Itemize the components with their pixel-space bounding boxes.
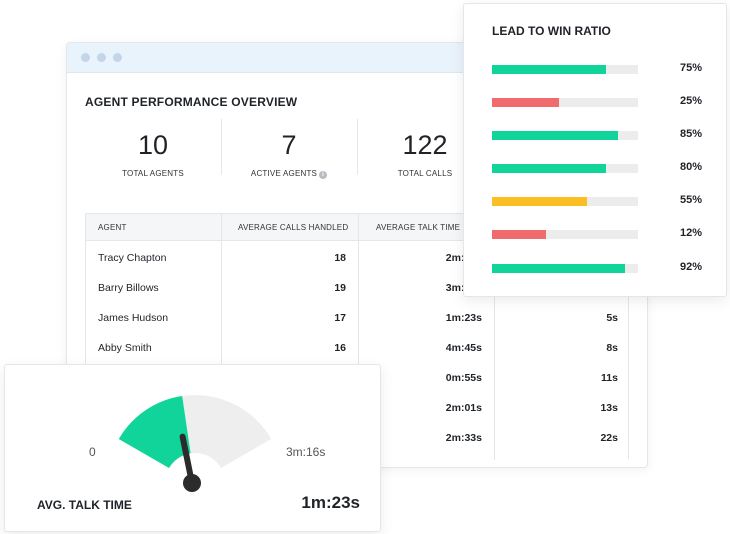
lead-bar-track xyxy=(492,230,638,239)
cell-agent: Barry Billows xyxy=(98,282,159,294)
table-row[interactable]: 2m:33s 22s xyxy=(86,423,630,453)
cell-calls: 18 xyxy=(334,252,346,264)
lead-bar-fill xyxy=(492,164,606,173)
stat-value: 122 xyxy=(402,130,448,160)
column-divider xyxy=(358,214,359,460)
lead-bar-percent: 75% xyxy=(679,62,702,74)
table-row[interactable]: James Hudson 17 1m:23s 5s xyxy=(86,303,630,333)
gauge-min-label: 0 xyxy=(89,445,96,459)
lead-bar-fill xyxy=(492,197,587,206)
stat-total-calls: 122 TOTAL CALLS xyxy=(357,119,493,181)
lead-to-win-card: LEAD TO WIN RATIO 75% 25% 85% 80% 55% 12% 92% xyxy=(463,3,727,297)
lead-bar-percent: 25% xyxy=(679,95,702,107)
lead-bar-row: 92% xyxy=(492,260,702,274)
cell-talk-time: 2m:01s xyxy=(445,402,482,414)
info-icon[interactable]: i xyxy=(319,171,328,179)
window-dot-3 xyxy=(113,53,122,62)
stat-value: 10 xyxy=(137,130,169,160)
cell-talk-time: 0m:55s xyxy=(445,372,482,384)
stat-total-agents: 10 TOTAL AGENTS xyxy=(85,119,221,181)
column-divider xyxy=(494,214,495,460)
lead-bar-percent: 80% xyxy=(679,161,702,173)
stat-divider xyxy=(357,119,358,175)
gauge-value: 1m:23s xyxy=(301,493,360,512)
gauge-chart xyxy=(118,395,272,492)
avg-talk-time-card: 0 3m:16s AVG. TALK TIME 1m:23s xyxy=(4,364,381,532)
lead-bar-row: 25% xyxy=(492,94,702,108)
stat-label: TOTAL CALLS xyxy=(397,169,453,178)
lead-title: LEAD TO WIN RATIO xyxy=(492,24,611,38)
cell-agent: Tracy Chapton xyxy=(98,252,167,264)
lead-bar-track xyxy=(492,65,638,74)
stat-label: ACTIVE AGENTS i xyxy=(221,169,357,179)
lead-bar-percent: 55% xyxy=(679,194,702,206)
stat-divider xyxy=(221,119,222,175)
cell-calls: 16 xyxy=(334,342,346,354)
lead-bar-track xyxy=(492,264,638,273)
stat-value: 7 xyxy=(281,130,297,160)
lead-bar-track xyxy=(492,164,638,173)
header-agent[interactable]: AGENT xyxy=(98,223,127,232)
lead-bar-track xyxy=(492,197,638,206)
table-row[interactable]: Abby Smith 16 4m:45s 8s xyxy=(86,333,630,363)
stat-label: TOTAL AGENTS xyxy=(122,169,184,178)
lead-bar-fill xyxy=(492,98,560,107)
header-avg-calls[interactable]: AVERAGE CALLS HANDLED xyxy=(238,223,349,232)
gauge-hub xyxy=(183,474,201,492)
lead-bar-row: 85% xyxy=(492,127,702,141)
stat-label-text: ACTIVE AGENTS xyxy=(250,169,318,178)
cell-agent: Abby Smith xyxy=(98,342,152,354)
gauge-title: AVG. TALK TIME xyxy=(37,498,132,512)
table-row[interactable]: 0m:55s 11s xyxy=(86,363,630,393)
lead-bar-track xyxy=(492,131,638,140)
cell-calls: 19 xyxy=(334,282,346,294)
lead-bar-track xyxy=(492,98,638,107)
gauge-fill xyxy=(118,395,191,468)
table-row[interactable]: 2m:01s 13s xyxy=(86,393,630,423)
lead-bar-row: 75% xyxy=(492,61,702,75)
lead-bar-row: 12% xyxy=(492,226,702,240)
cell-extra: 13s xyxy=(600,402,618,414)
overview-title: AGENT PERFORMANCE OVERVIEW xyxy=(85,95,298,109)
header-avg-talk-time[interactable]: AVERAGE TALK TIME xyxy=(376,223,461,232)
cell-extra: 8s xyxy=(606,342,618,354)
cell-agent: James Hudson xyxy=(98,312,169,324)
lead-bar-fill xyxy=(492,131,618,140)
lead-bar-fill xyxy=(492,264,625,273)
window-dot-2 xyxy=(97,53,106,62)
cell-talk-time: 4m:45s xyxy=(445,342,482,354)
lead-bar-row: 80% xyxy=(492,160,702,174)
lead-bar-row: 55% xyxy=(492,193,702,207)
column-divider xyxy=(221,214,222,460)
stat-active-agents: 7 ACTIVE AGENTS i xyxy=(221,119,357,181)
cell-calls: 17 xyxy=(334,312,346,324)
lead-bar-fill xyxy=(492,65,606,74)
cell-extra: 5s xyxy=(606,312,618,324)
lead-bar-percent: 12% xyxy=(679,227,702,239)
gauge-max-label: 3m:16s xyxy=(286,445,326,459)
window-dot-1 xyxy=(81,53,90,62)
cell-talk-time: 1m:23s xyxy=(445,312,482,324)
lead-bar-percent: 92% xyxy=(679,261,702,273)
cell-extra: 11s xyxy=(601,372,618,384)
lead-bar-fill xyxy=(492,230,547,239)
lead-bar-percent: 85% xyxy=(679,128,702,140)
cell-extra: 22s xyxy=(600,432,618,444)
cell-talk-time: 2m:33s xyxy=(445,432,482,444)
